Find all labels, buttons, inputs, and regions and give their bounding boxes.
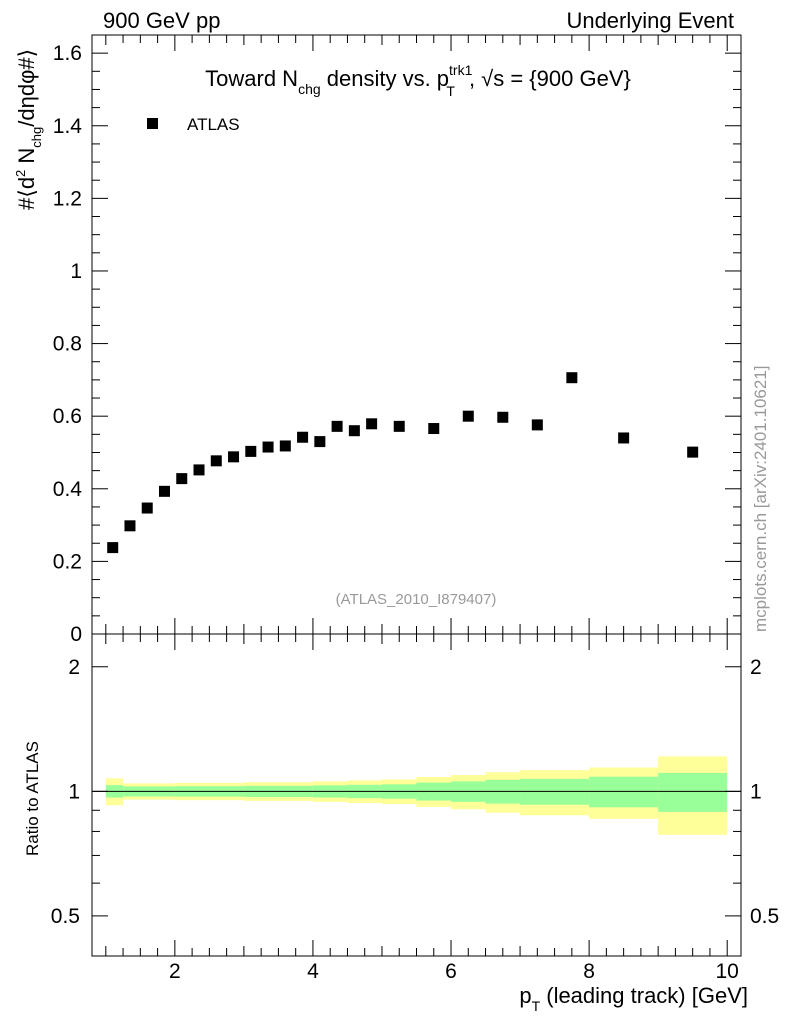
data-point — [210, 455, 222, 467]
main-ytick-label: 0.2 — [53, 550, 82, 573]
ratio-xtick-label: 4 — [307, 960, 319, 983]
data-point — [531, 419, 543, 431]
data-point — [566, 372, 578, 384]
ratio-xlabel: pT (leading track) [GeV] — [519, 983, 748, 1014]
data-point — [107, 542, 119, 554]
main-ytick-label: 1.2 — [53, 187, 82, 210]
ratio-xtick-label: 10 — [716, 960, 739, 983]
legend-marker — [147, 118, 158, 129]
xlabel-sub: T — [532, 998, 541, 1014]
data-point — [428, 423, 440, 435]
main-panel: Toward Nchg density vs. ptrk1 T, √s = {90… — [13, 34, 742, 646]
data-point — [497, 411, 509, 423]
xlabel-main: p — [519, 983, 531, 1008]
ylabel-mid: N — [14, 148, 39, 170]
analysis-id: (ATLAS_2010_I879407) — [336, 591, 497, 608]
data-point — [687, 446, 699, 458]
ratio-band-inner — [589, 776, 659, 808]
data-point — [245, 445, 257, 457]
data-point — [393, 420, 405, 432]
ylabel-sub: chg — [29, 127, 44, 148]
data-point — [462, 410, 474, 422]
main-data-points — [107, 372, 699, 554]
data-point — [279, 440, 291, 452]
main-title-sup: trk1 — [449, 62, 473, 78]
main-title-sub1: chg — [298, 81, 321, 97]
data-point — [314, 436, 326, 448]
legend-label: ATLAS — [187, 115, 240, 134]
data-point — [141, 502, 153, 514]
ratio-ytick-label-right: 1 — [750, 780, 762, 803]
data-point — [228, 451, 240, 463]
ratio-panel: Ratio to ATLAS 0.5 0.5 1 1 2 2 2 4 6 8 10 pT (lead… — [23, 633, 779, 1014]
data-point — [297, 431, 309, 443]
main-title-mid: density vs. p — [321, 66, 449, 91]
main-title-prefix: Toward N — [205, 66, 298, 91]
main-ytick-label: 0.4 — [53, 478, 83, 501]
data-point — [348, 425, 360, 437]
main-ytick-label: 0 — [70, 623, 82, 646]
main-ytick-label: 1.6 — [53, 42, 82, 65]
header-left: 900 GeV pp — [103, 8, 220, 33]
data-point — [158, 485, 170, 497]
ratio-xtick-label: 2 — [169, 960, 181, 983]
ratio-ytick-label-right: 0.5 — [750, 905, 779, 928]
ylabel-prefix: #⟨d — [14, 177, 39, 210]
ratio-ytick-label-left: 0.5 — [51, 905, 80, 928]
main-ytick-label: 0.8 — [53, 333, 82, 356]
main-ylabel: #⟨d2 Nchg/dηdφ#⟩ — [13, 49, 44, 210]
main-ytick-label: 1.4 — [53, 115, 83, 138]
ratio-xtick-label: 8 — [583, 960, 595, 983]
data-point — [176, 473, 188, 485]
ylabel-sup: 2 — [13, 170, 28, 177]
ratio-xtick-label: 6 — [445, 960, 457, 983]
xlabel-rest: (leading track) [GeV] — [540, 983, 748, 1008]
side-watermark: mcplots.cern.ch [arXiv:2401.10621] — [751, 366, 770, 632]
main-title-suffix: , √s = {900 GeV} — [469, 66, 631, 91]
main-title: Toward Nchg density vs. ptrk1 T , √s = {90… — [205, 62, 631, 99]
data-point — [262, 441, 274, 453]
ratio-bands — [105, 756, 728, 835]
ratio-ytick-label-right: 2 — [750, 656, 762, 679]
data-point — [331, 420, 343, 432]
main-ytick-label: 0.6 — [53, 405, 82, 428]
ratio-ytick-label-left: 1 — [68, 780, 80, 803]
ratio-band-inner — [658, 772, 728, 812]
main-axis-ticks: 0 0.2 0.4 0.6 0.8 1 1.2 1.4 1.6 — [53, 34, 741, 646]
main-ytick-label: 1 — [70, 260, 82, 283]
ratio-ylabel: Ratio to ATLAS — [23, 741, 42, 856]
data-point — [366, 418, 378, 430]
data-point — [618, 432, 630, 444]
data-point — [193, 464, 205, 476]
data-point — [124, 520, 136, 532]
header-right: Underlying Event — [566, 8, 734, 33]
ylabel-suffix: /dηdφ#⟩ — [14, 49, 39, 127]
ratio-ytick-label-left: 2 — [68, 656, 80, 679]
main-title-sub2: T — [446, 83, 455, 99]
ratio-axis-ticks: 0.5 0.5 1 1 2 2 2 4 6 8 10 — [51, 634, 779, 983]
